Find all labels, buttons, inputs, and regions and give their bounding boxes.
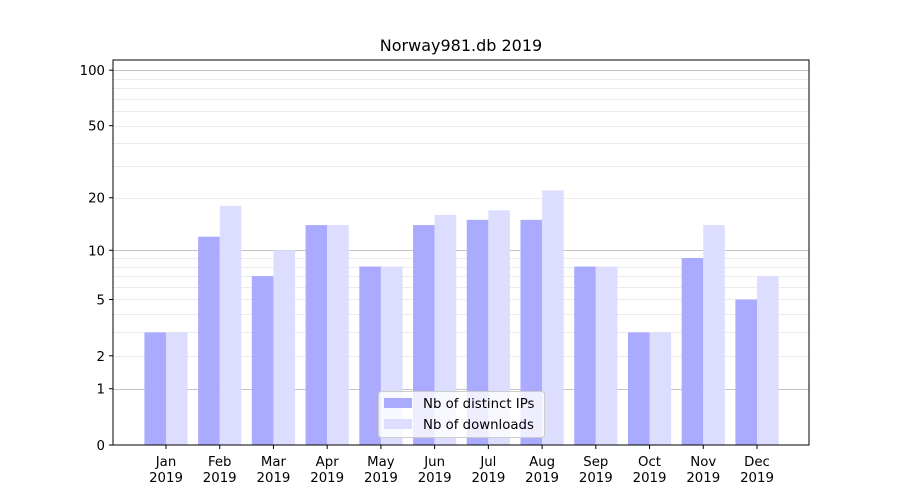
bar-downloads — [273, 250, 296, 445]
bar-downloads — [542, 190, 564, 445]
bar-distinct-ips — [627, 332, 650, 445]
legend-label: Nb of distinct IPs — [423, 397, 535, 412]
y-tick-label: 2 — [97, 350, 105, 365]
x-tick-label-year: 2019 — [203, 471, 237, 486]
bar-downloads — [595, 266, 618, 445]
y-tick-label: 10 — [88, 244, 105, 259]
bar-distinct-ips — [251, 276, 274, 445]
legend-swatch — [384, 398, 412, 408]
x-tick-label-year: 2019 — [740, 471, 774, 486]
x-tick-label-month: Dec — [744, 455, 770, 470]
x-axis: Jan2019Feb2019Mar2019Apr2019May2019Jun20… — [149, 445, 774, 486]
bar-downloads — [703, 225, 725, 445]
bar-layer — [144, 190, 779, 445]
y-tick-label: 0 — [97, 439, 105, 454]
bar-downloads — [219, 205, 242, 445]
y-axis: 0 1 2 5 10 20 50 100 — [80, 64, 113, 454]
chart-title: Norway981.db 2019 — [380, 36, 542, 55]
y-tick-label: 50 — [88, 120, 105, 135]
x-tick-label-year: 2019 — [310, 471, 344, 486]
bar-distinct-ips — [359, 266, 381, 445]
x-tick-label-month: Oct — [638, 455, 661, 470]
bar-distinct-ips — [144, 332, 166, 445]
bar-distinct-ips — [520, 219, 543, 445]
x-tick-label-month: Nov — [690, 455, 716, 470]
y-tick-label: 5 — [97, 293, 105, 308]
y-tick-label: 100 — [80, 64, 105, 79]
bar-distinct-ips — [198, 236, 220, 445]
x-tick-label-year: 2019 — [633, 471, 667, 486]
x-tick-label-year: 2019 — [418, 471, 452, 486]
x-tick-label-year: 2019 — [257, 471, 291, 486]
x-tick-label-month: May — [367, 455, 395, 470]
x-tick-label-month: Sep — [583, 455, 608, 470]
x-tick-label-month: Jun — [423, 455, 445, 470]
plot-frame — [112, 59, 810, 446]
legend-swatch — [384, 419, 412, 429]
bar-downloads — [757, 276, 779, 445]
x-tick-label-year: 2019 — [686, 471, 720, 486]
x-tick-label-year: 2019 — [364, 471, 398, 486]
x-tick-label-year: 2019 — [471, 471, 505, 486]
bar-distinct-ips — [305, 225, 328, 445]
x-tick-label-month: Feb — [208, 455, 232, 470]
y-tick-label: 1 — [97, 383, 105, 398]
x-tick-label-month: Jul — [479, 455, 496, 470]
x-tick-label-month: Jan — [155, 455, 177, 470]
x-tick-label-month: Aug — [529, 455, 555, 470]
legend-label: Nb of downloads — [423, 418, 534, 433]
x-tick-label-year: 2019 — [525, 471, 559, 486]
bar-downloads — [166, 332, 188, 445]
bar-downloads — [649, 332, 672, 445]
bar-distinct-ips — [681, 258, 704, 445]
bar-distinct-ips — [574, 266, 596, 445]
x-tick-label-year: 2019 — [579, 471, 613, 486]
bar-downloads — [327, 225, 349, 445]
y-tick-label: 20 — [88, 192, 105, 207]
bar-downloads — [434, 214, 457, 445]
legend-box — [378, 391, 545, 438]
x-tick-label-month: Apr — [316, 455, 340, 470]
bar-distinct-ips — [466, 219, 489, 445]
x-tick-label-month: Mar — [261, 455, 287, 470]
bar-distinct-ips — [413, 225, 435, 445]
x-tick-label-year: 2019 — [149, 471, 183, 486]
legend: Nb of distinct IPs Nb of downloads — [378, 391, 545, 438]
bar-distinct-ips — [735, 299, 757, 445]
bar-downloads — [488, 210, 510, 445]
